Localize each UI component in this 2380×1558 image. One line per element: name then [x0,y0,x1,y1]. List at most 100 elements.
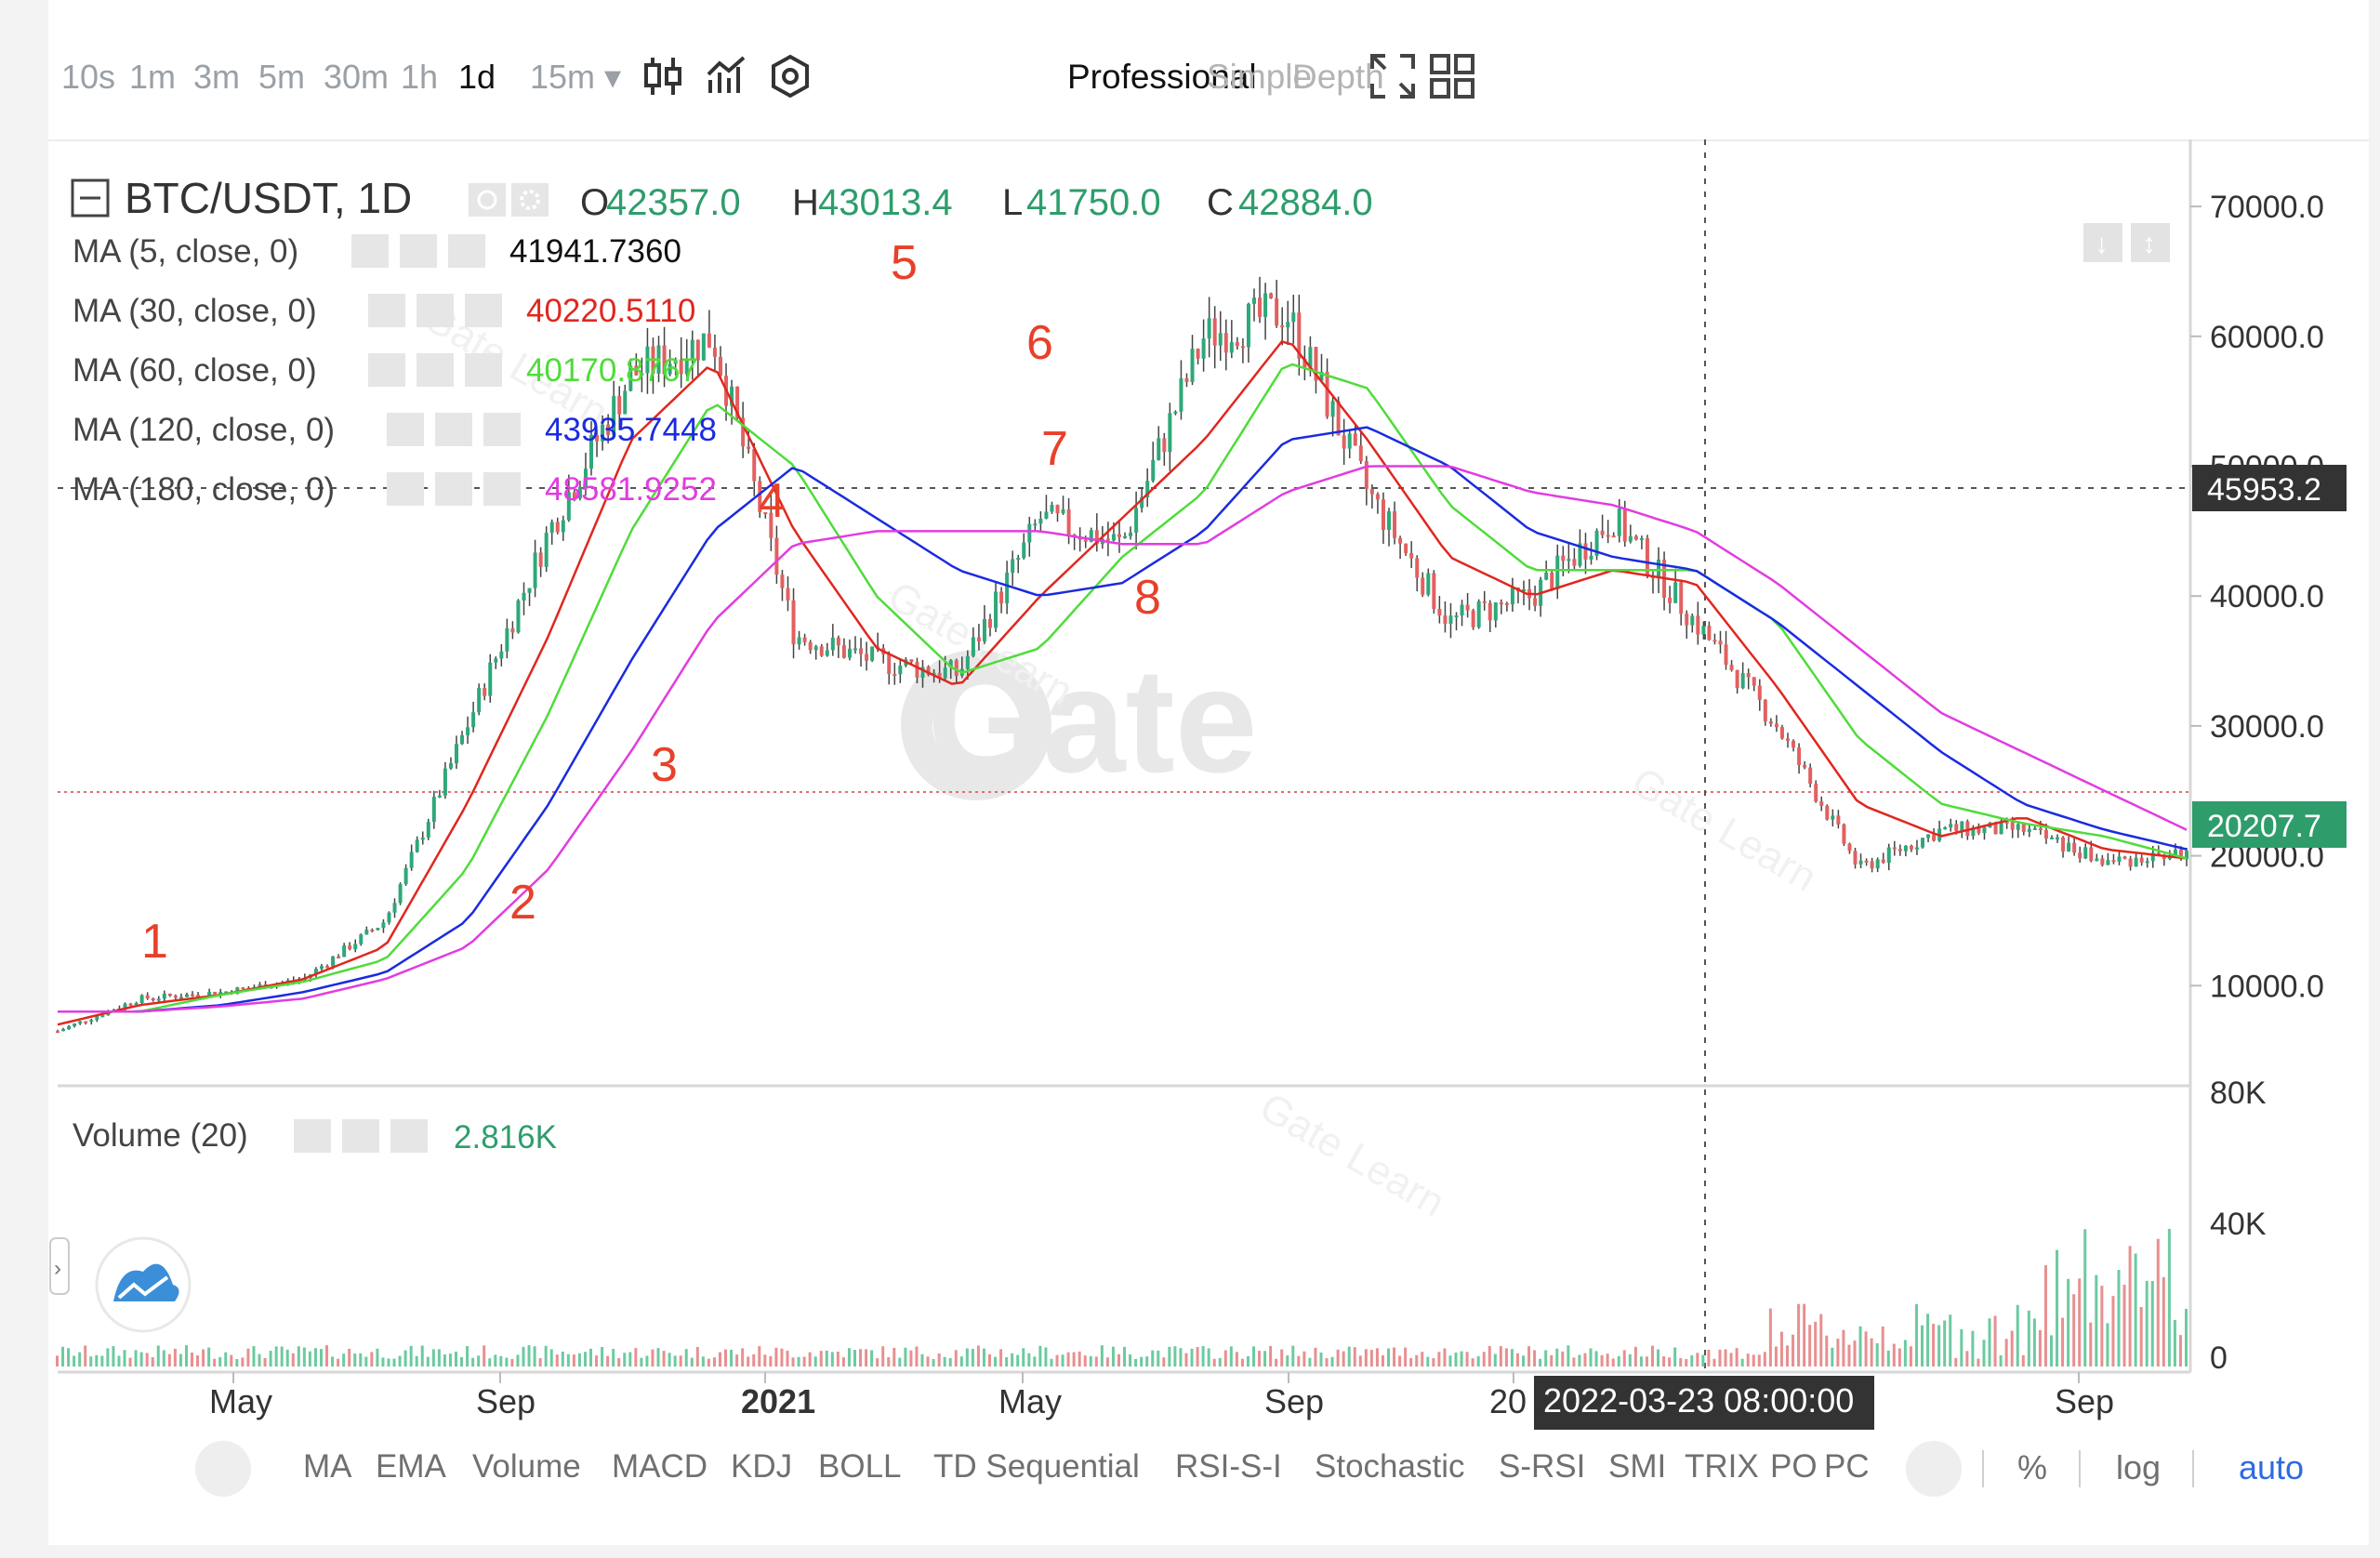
indicator-s-rsi[interactable]: S-RSI [1499,1448,1586,1485]
indicator-boll[interactable]: BOLL [818,1448,902,1485]
volume-bar [1437,1352,1441,1367]
candle-body [1094,530,1099,545]
ma-control-button[interactable] [435,413,472,446]
grid-layout-icon[interactable] [1428,52,1476,100]
scroll-left-button[interactable] [195,1441,251,1497]
indicator-rsi-s-i[interactable]: RSI-S-I [1175,1448,1282,1485]
separator [1982,1450,1984,1487]
indicator-kdj[interactable]: KDJ [731,1448,793,1485]
price-chart[interactable]: Gate Gate Learn Gate Learn Gate Learn Ga… [48,139,2369,1432]
timeframe-3m[interactable]: 3m [193,58,241,96]
ma-control-button[interactable] [416,353,454,387]
collapse-icon[interactable] [71,178,110,218]
ma-control-button[interactable] [387,413,424,446]
candle-body [370,930,375,932]
indicator-td-sequential[interactable]: TD Sequential [933,1448,1140,1485]
fullscreen-icon[interactable] [1368,52,1417,100]
candle-body [1308,347,1313,369]
ma-control-button[interactable] [368,353,405,387]
volume-bar [668,1353,671,1367]
scroll-down-button[interactable] [2083,223,2122,262]
settings-hexagon-icon[interactable] [766,52,814,100]
scale-buttons[interactable]: ↓ ↕ [2083,223,2170,262]
ma-control-button[interactable] [483,472,521,506]
volume-bar [2010,1330,2014,1367]
view-simple[interactable]: Simple [1207,58,1313,96]
indicator-stochastic[interactable]: Stochastic [1315,1448,1465,1485]
candle-body [847,648,852,658]
volume-bar [1196,1347,1199,1367]
candle-body [690,339,694,361]
timeframe-10s[interactable]: 10s [61,58,116,96]
scroll-up-button[interactable] [2131,223,2170,262]
candle-body [1275,297,1279,326]
ma-legend: MA (5, close, 0) 41941.7360 MA (30, close,… [73,233,717,508]
volume-bar [769,1355,773,1367]
candle-body [786,588,790,601]
candle-body [151,998,155,1001]
timeframe-1m[interactable]: 1m [129,58,177,96]
view-professional[interactable]: Professional [1067,58,1257,96]
candle-body [241,987,245,990]
volume-bar [1718,1349,1722,1367]
indicator-ma[interactable]: MA [303,1448,352,1485]
indicator-trix[interactable]: TRIX [1685,1448,1759,1485]
timeframe-1d[interactable]: 1d [458,58,496,96]
ma-control-button[interactable] [368,294,405,327]
log-scale-toggle[interactable]: log [2116,1448,2162,1486]
ma-control-button[interactable] [465,353,502,387]
indicator-volume[interactable]: Volume [472,1448,581,1485]
ma-control-button[interactable] [448,234,485,268]
volume-bar [780,1348,784,1367]
ma-control-button[interactable] [416,294,454,327]
volume-bar [1932,1324,1936,1367]
volume-bar [662,1351,666,1367]
candle-body [415,839,419,852]
indicator-pc[interactable]: PC [1824,1448,1870,1485]
side-expand-button[interactable] [49,1237,70,1295]
volume-bar [285,1349,289,1367]
candle-body [1263,293,1268,317]
volume-bar [1066,1352,1070,1367]
timeframe-1h[interactable]: 1h [401,58,439,96]
volume-bar [1864,1331,1868,1367]
candle-body [988,618,993,628]
candle-body [1668,597,1673,603]
indicator-po[interactable]: PO [1770,1448,1818,1485]
volume-bar [196,1355,200,1367]
volume-bar [2049,1335,2053,1367]
timeframe-5m[interactable]: 5m [258,58,306,96]
view-depth[interactable]: Depth [1292,58,1384,96]
ma-control-button[interactable] [351,234,389,268]
candle-body [915,662,919,678]
candle-body [1757,685,1762,700]
ma-control-button[interactable] [483,413,521,446]
candle-body [2150,852,2155,862]
scroll-right-button[interactable] [1906,1441,1962,1497]
timeframe-30m[interactable]: 30m [324,58,390,96]
volume-bar [718,1352,721,1367]
auto-scale-toggle[interactable]: auto [2239,1448,2305,1486]
x-tick-label: May [209,1382,272,1420]
volume-bar [1522,1355,1526,1367]
candle-body [342,945,347,957]
volume-controls[interactable] [294,1119,428,1153]
ma-control-button[interactable] [435,472,472,506]
indicator-chart-icon[interactable] [703,52,751,100]
candle-body [1808,767,1813,785]
candle-body [549,522,554,534]
volume-bar [724,1349,728,1367]
timeframe-dropdown[interactable]: 15m ▾ [530,58,622,96]
candle-body [178,997,183,999]
ma-control-button[interactable] [400,234,437,268]
candlestick-icon[interactable] [640,52,688,100]
percent-scale-toggle[interactable]: % [2017,1448,2048,1486]
ma-control-button[interactable] [387,472,424,506]
indicator-ema[interactable]: EMA [376,1448,446,1485]
ma-control-button[interactable] [465,294,502,327]
volume-bar [1022,1348,1025,1367]
indicator-macd[interactable]: MACD [612,1448,708,1485]
symbol-controls[interactable] [469,183,549,217]
volume-bar [1499,1346,1502,1367]
indicator-smi[interactable]: SMI [1608,1448,1667,1485]
